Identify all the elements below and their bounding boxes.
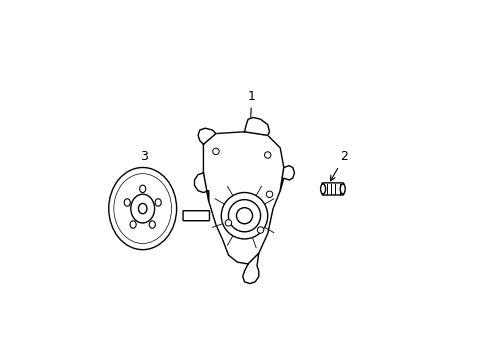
Text: 1: 1 [247, 90, 255, 135]
Ellipse shape [340, 184, 345, 194]
Ellipse shape [155, 199, 161, 206]
Text: 3: 3 [140, 150, 148, 183]
Polygon shape [194, 173, 208, 202]
Ellipse shape [257, 227, 263, 233]
Ellipse shape [131, 194, 154, 223]
Ellipse shape [130, 221, 136, 228]
Ellipse shape [108, 167, 176, 249]
Polygon shape [242, 253, 258, 284]
Ellipse shape [264, 152, 270, 158]
Polygon shape [198, 128, 216, 144]
FancyBboxPatch shape [183, 211, 209, 221]
Ellipse shape [124, 199, 130, 206]
Ellipse shape [225, 220, 231, 226]
Polygon shape [244, 117, 269, 135]
Polygon shape [280, 166, 294, 191]
Ellipse shape [320, 184, 325, 194]
Ellipse shape [140, 185, 145, 193]
Ellipse shape [221, 193, 267, 239]
FancyBboxPatch shape [322, 183, 343, 195]
Polygon shape [203, 132, 283, 264]
Ellipse shape [236, 208, 252, 224]
Ellipse shape [266, 191, 272, 198]
Ellipse shape [138, 203, 146, 214]
Ellipse shape [149, 221, 155, 228]
Text: 2: 2 [330, 150, 348, 181]
Ellipse shape [228, 200, 260, 232]
Ellipse shape [212, 148, 219, 155]
